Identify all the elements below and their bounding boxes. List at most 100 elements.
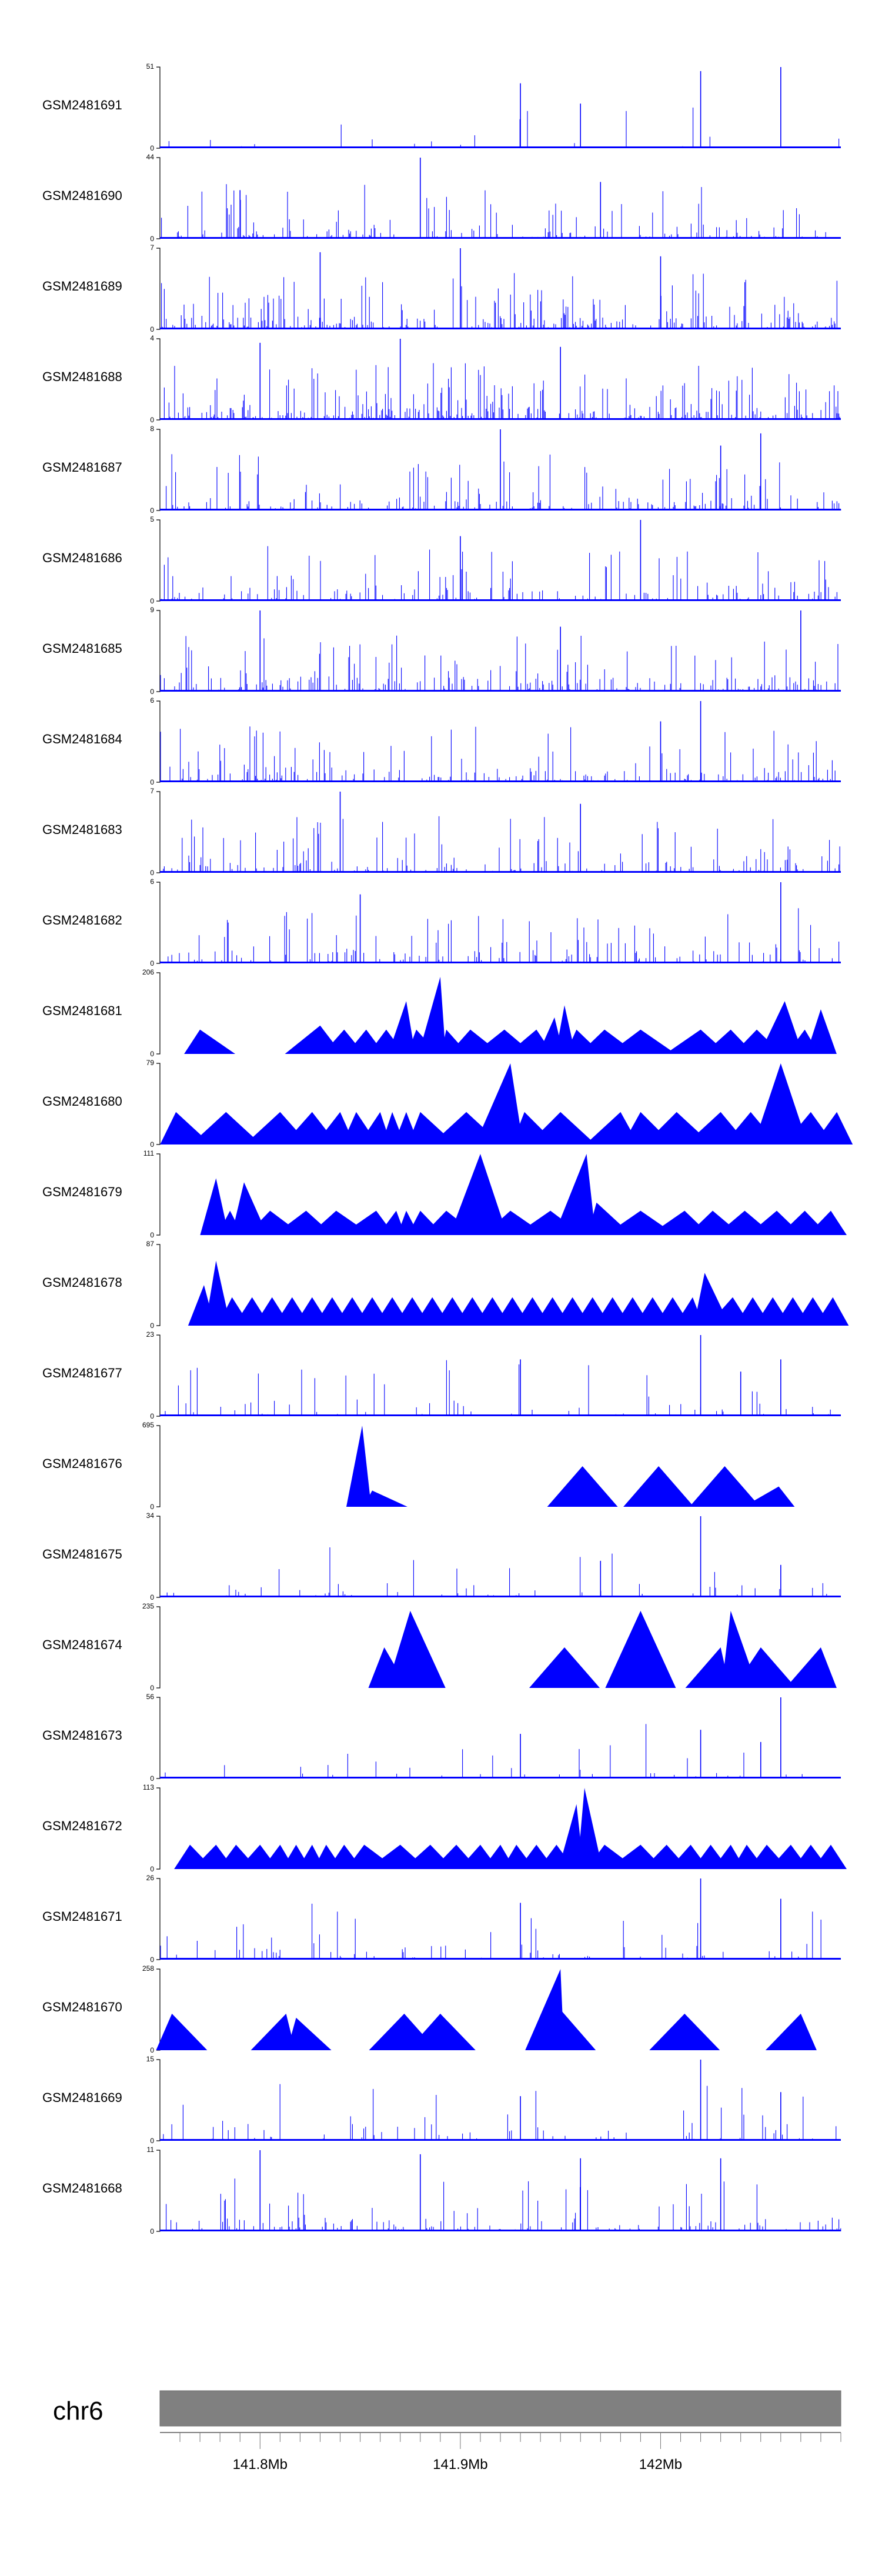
track-GSM2481689: GSM2481689 7 0: [0, 243, 882, 335]
y-tick-max: 8: [150, 425, 154, 433]
y-axis: [156, 2059, 161, 2141]
y-axis: [156, 1878, 161, 1960]
coverage-triangle: [753, 1063, 808, 1144]
signal-bars: [161, 454, 841, 510]
track-label: GSM2481671: [42, 1909, 122, 1924]
coverage-triangle: [346, 1426, 372, 1507]
signal-series: [160, 792, 841, 873]
track-GSM2481687: GSM2481687 8 0: [0, 425, 882, 516]
track-GSM2481673: GSM2481673 56 0: [0, 1693, 882, 1784]
coverage-triangle: [529, 1647, 600, 1688]
y-tick-zero: 0: [150, 869, 154, 877]
track-label: GSM2481684: [42, 732, 122, 746]
signal-series: [160, 339, 841, 420]
signal-baseline: [160, 962, 841, 963]
coverage-triangle: [806, 1009, 837, 1054]
chromosome-label: chr6: [53, 2397, 103, 2425]
track-GSM2481672: GSM2481672 113 0: [0, 1783, 882, 1875]
signal-bars: [161, 546, 840, 601]
y-tick-zero: 0: [150, 1774, 154, 1783]
track-GSM2481688: GSM2481688 4 0: [0, 334, 882, 426]
signal-bars: [165, 1360, 831, 1416]
coverage-triangle: [577, 1788, 603, 1869]
signal-bars: [160, 1903, 821, 1960]
signal-series: [160, 1878, 841, 1960]
signal-series: [184, 976, 837, 1054]
y-tick-zero: 0: [150, 1140, 154, 1149]
signal-baseline: [160, 2139, 841, 2141]
coverage-triangle: [785, 1647, 837, 1688]
coverage-triangle: [231, 1182, 268, 1235]
y-tick-zero: 0: [150, 2227, 154, 2235]
y-axis: [156, 1425, 161, 1507]
coverage-triangle: [807, 1210, 847, 1235]
signal-baseline: [160, 1596, 841, 1597]
coverage-triangle: [689, 1466, 760, 1507]
signal-baseline: [160, 418, 841, 420]
y-axis: [156, 1244, 161, 1326]
signal-series: [160, 2060, 841, 2141]
y-tick-zero: 0: [150, 1593, 154, 1601]
signal-bars: [161, 273, 838, 329]
y-axis: [156, 338, 161, 421]
coverage-triangle: [388, 1001, 416, 1054]
signal-series: [160, 610, 841, 692]
coverage-triangle: [419, 976, 446, 1054]
y-axis: [156, 700, 161, 783]
track-label: GSM2481668: [42, 2181, 122, 2195]
track-plot-svg: 235 0: [142, 1602, 837, 1692]
y-tick-zero: 0: [150, 597, 154, 605]
y-tick-max: 113: [143, 1783, 154, 1791]
y-tick-zero: 0: [150, 1231, 154, 1239]
ideogram-axis-svg: 141.8Mb 141.9Mb 142Mb: [159, 2390, 841, 2472]
coverage-triangle: [649, 2013, 720, 2050]
coverage-triangle: [200, 1178, 229, 1235]
y-axis: [156, 791, 161, 873]
track-GSM2481684: GSM2481684 6 0: [0, 696, 882, 788]
y-axis: [156, 610, 161, 692]
signal-series: [368, 1610, 837, 1688]
signal-baseline: [160, 237, 841, 239]
y-tick-max: 15: [146, 2055, 155, 2063]
track-label: GSM2481673: [42, 1728, 122, 1743]
signal-series: [200, 1154, 847, 1235]
y-tick-max: 9: [150, 606, 154, 614]
signal-series: [346, 1426, 795, 1507]
track-label: GSM2481691: [42, 98, 122, 112]
track-plot-svg: 51 0: [146, 62, 841, 152]
track-label: GSM2481672: [42, 1818, 122, 1833]
y-tick-max: 6: [150, 877, 154, 886]
track-label: GSM2481677: [42, 1366, 122, 1380]
track-label: GSM2481690: [42, 188, 122, 203]
track-plot-svg: 15 0: [146, 2055, 841, 2145]
coverage-triangle: [205, 1260, 230, 1326]
track-label: GSM2481679: [42, 1184, 122, 1199]
track-GSM2481678: GSM2481678 87 0: [0, 1240, 882, 1332]
coverage-triangle: [685, 1647, 730, 1688]
coverage-triangle: [605, 1610, 676, 1688]
track-plot-svg: 80: [150, 425, 841, 515]
track-GSM2481690: GSM2481690 44 0: [0, 153, 882, 245]
track-GSM2481669: GSM2481669 15 0: [0, 2055, 882, 2147]
coverage-triangle: [287, 2017, 332, 2050]
y-tick-zero: 0: [150, 416, 154, 424]
coverage-triangle: [358, 1112, 391, 1144]
track-GSM2481668: GSM2481668 11 0: [0, 2145, 882, 2237]
chromosome-band: [159, 2390, 841, 2427]
track-GSM2481671: GSM2481671 26 0: [0, 1874, 882, 1966]
track-label: GSM2481689: [42, 279, 122, 293]
y-tick-zero: 0: [150, 1503, 154, 1511]
signal-bars: [160, 2084, 837, 2141]
track-plot-svg: 111 0: [143, 1149, 847, 1239]
y-tick-max: 235: [142, 1602, 154, 1610]
signal-series: [160, 882, 841, 963]
signal-bars: [166, 1547, 837, 1597]
y-tick-zero: 0: [150, 1322, 154, 1330]
coverage-triangle: [813, 1112, 853, 1144]
signal-series: [160, 1063, 853, 1144]
signal-bars: [168, 107, 840, 148]
coverage-triangle: [378, 1210, 406, 1235]
y-axis: [156, 882, 161, 964]
track-label: GSM2481682: [42, 913, 122, 927]
track-label: GSM2481687: [42, 460, 122, 475]
